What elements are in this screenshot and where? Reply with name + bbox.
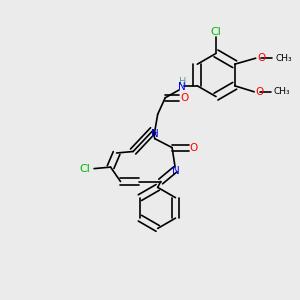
Text: O: O: [256, 87, 264, 97]
Text: Cl: Cl: [211, 27, 221, 38]
Text: O: O: [190, 142, 198, 153]
Text: Cl: Cl: [80, 164, 91, 174]
Text: O: O: [180, 93, 188, 103]
Text: N: N: [178, 82, 186, 92]
Text: N: N: [172, 166, 180, 176]
Text: CH₃: CH₃: [275, 54, 292, 63]
Text: O: O: [257, 53, 266, 63]
Text: N: N: [151, 129, 159, 139]
Text: CH₃: CH₃: [274, 87, 290, 96]
Text: H: H: [178, 77, 186, 87]
